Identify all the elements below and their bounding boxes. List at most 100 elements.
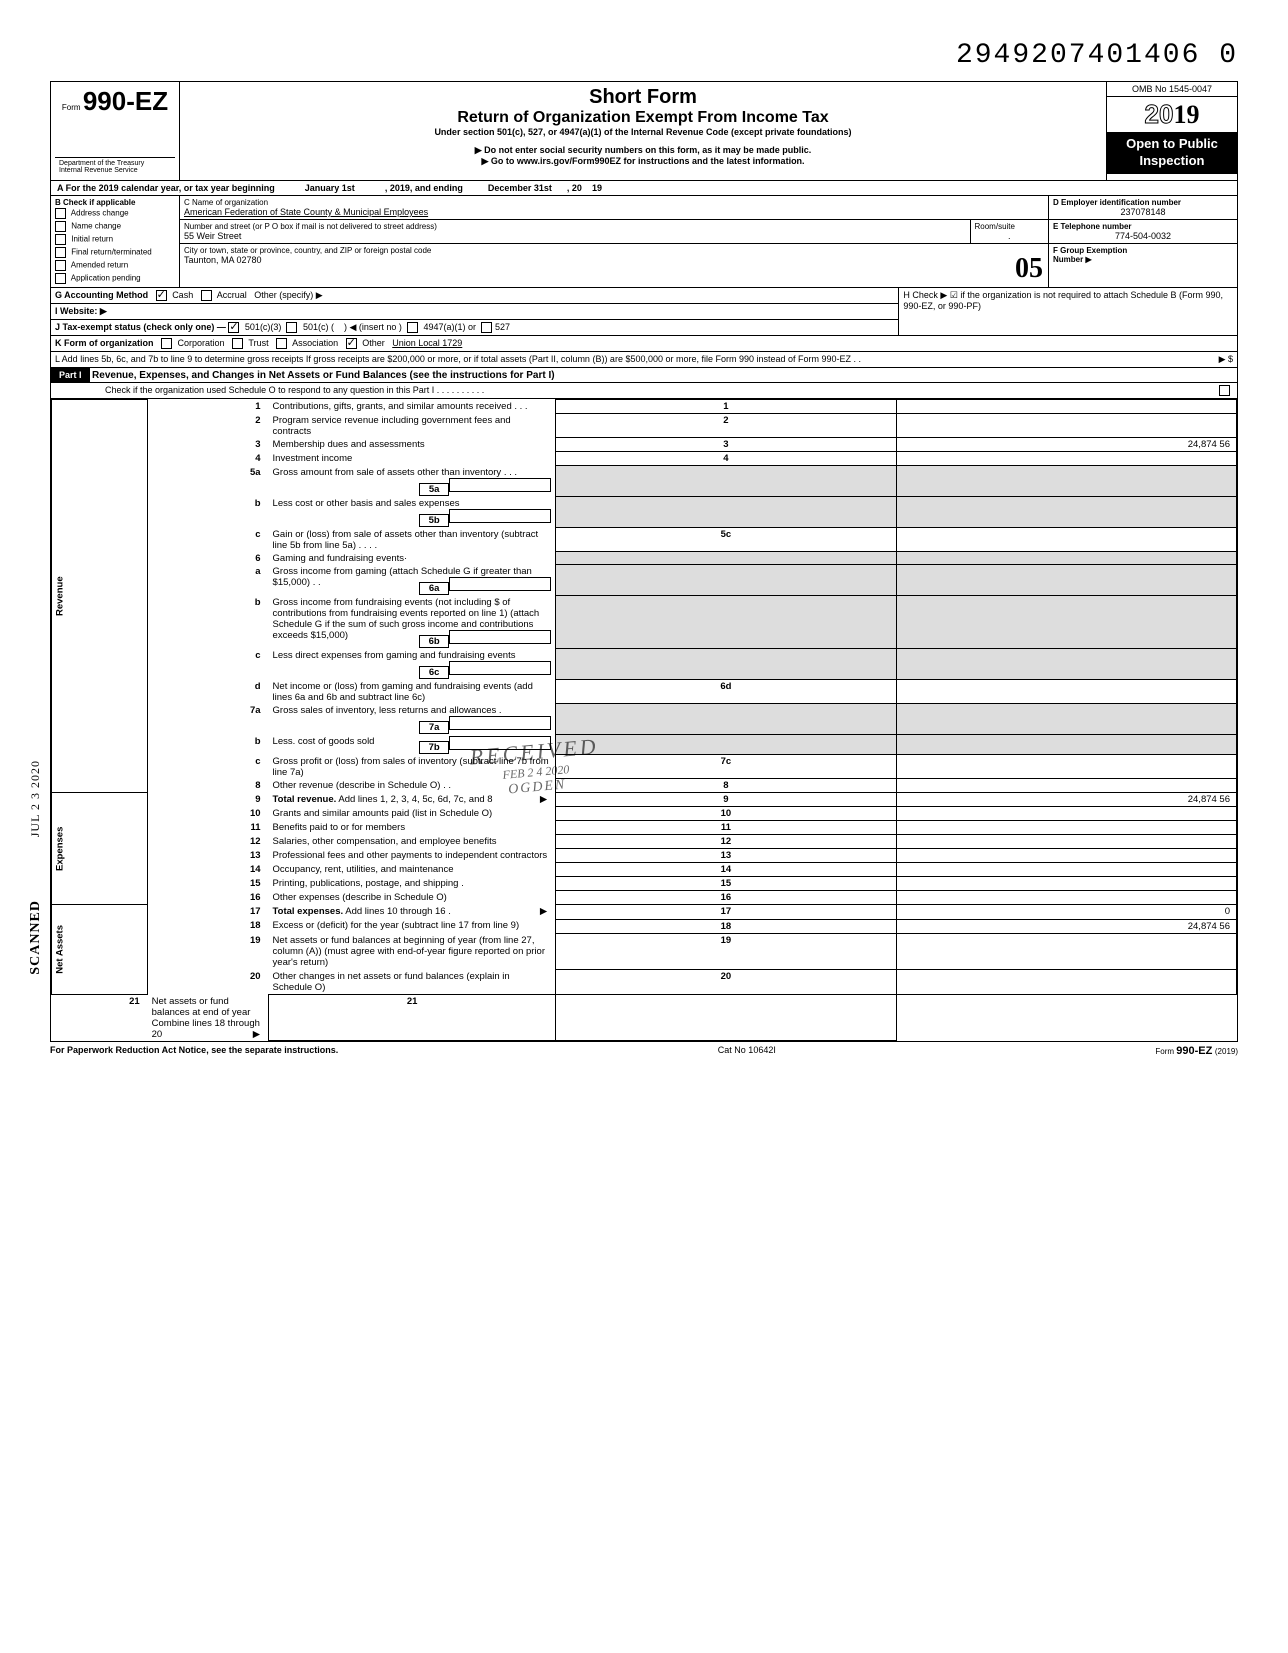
side-label: Revenue [52,400,148,793]
sub-line-box: 7b [419,741,449,754]
line-number: 2 [148,414,269,438]
trust-checkbox[interactable] [232,338,243,349]
line-text: Excess or (deficit) for the year (subtra… [269,919,556,933]
cash-checkbox[interactable] [156,290,167,301]
line-amount [896,779,1236,793]
line-number: 5a [148,466,269,497]
line-amount [896,680,1236,704]
b-checkbox[interactable] [55,260,66,271]
line-amount [896,649,1236,680]
line-box: 21 [269,995,556,1041]
line-number: c [148,649,269,680]
line-box [556,565,896,596]
line-box [556,596,896,649]
line-number: 21 [52,995,148,1041]
line-number: 17 [148,905,269,919]
section-j: J Tax-exempt status (check only one) — 5… [51,320,899,336]
b-checkbox[interactable] [55,234,66,245]
line-number: c [148,528,269,552]
line-box: 6d [556,680,896,704]
line-number: b [148,596,269,649]
sub-line-box: 6b [419,635,449,648]
side-label: Net Assets [52,905,148,995]
line-amount [896,596,1236,649]
sub-line-box: 6a [419,582,449,595]
line-number: 14 [148,863,269,877]
line-amount [896,849,1236,863]
line-amount [896,807,1236,821]
sub-line-amount [449,661,551,675]
line-amount [896,863,1236,877]
line-text: Investment income [269,452,556,466]
line-number: 11 [148,821,269,835]
line-number: 13 [148,849,269,863]
city-label: City or town, state or province, country… [184,246,1044,255]
line-number: 15 [148,877,269,891]
sub-line-amount [449,509,551,523]
line-number: b [148,497,269,528]
b-checkbox[interactable] [55,221,66,232]
schedule-o-checkbox[interactable] [1219,385,1230,396]
line-amount: 24,874 56 [896,919,1236,933]
line-amount [896,755,1236,779]
line-amount [896,821,1236,835]
501c-checkbox[interactable] [286,322,297,333]
line-text: Professional fees and other payments to … [269,849,556,863]
part1-header: Part I Revenue, Expenses, and Changes in… [50,368,1238,399]
line-number: 6 [148,552,269,565]
received-stamp: RECEIVED FEB 2 4 2020 OGDEN [469,734,603,802]
line-number: 8 [148,779,269,793]
assoc-checkbox[interactable] [276,338,287,349]
line-box: 18 [556,919,896,933]
line-text: Benefits paid to or for members [269,821,556,835]
header-info-table: B Check if applicable Address change Nam… [50,196,1238,288]
notice2: ▶ Go to www.irs.gov/Form990EZ for instru… [188,156,1098,167]
scanned-stamp: SCANNED [28,900,44,975]
line-amount [896,565,1236,596]
line-box: 14 [556,863,896,877]
line-amount: 24,874 56 [896,793,1236,807]
addr-label: Number and street (or P O box if mail is… [184,222,966,231]
line-box: 20 [556,970,896,995]
corp-checkbox[interactable] [161,338,172,349]
phone: 774-504-0032 [1053,231,1233,241]
sub-line-box: 5b [419,514,449,527]
accrual-checkbox[interactable] [201,290,212,301]
line-text: Gross income from gaming (attach Schedul… [269,565,556,596]
b-checkbox[interactable] [55,273,66,284]
line-text: Gross sales of inventory, less returns a… [269,704,556,735]
section-f-label: F Group Exemption Number ▶ [1053,246,1233,264]
line-text: Total expenses. Add lines 10 through 16 … [269,905,556,919]
line-amount [896,704,1236,735]
line-number: 16 [148,891,269,905]
sub-line-box: 7a [419,721,449,734]
line-box: 1 [556,400,896,414]
room-label: Room/suite [975,222,1045,231]
section-k: K Form of organization Corporation Trust… [51,336,1238,352]
line-amount: 24,874 56 [896,438,1236,452]
line-box [556,704,896,735]
line-number: 4 [148,452,269,466]
line-box [556,649,896,680]
omb-number: OMB No 1545-0047 [1107,82,1237,97]
b-checkbox[interactable] [55,247,66,258]
line-amount [896,877,1236,891]
line-box [556,466,896,497]
line-number: 19 [148,934,269,970]
501c3-checkbox[interactable] [228,322,239,333]
ein: 237078148 [1053,207,1233,217]
line-text: Less cost or other basis and sales expen… [269,497,556,528]
street-address: 55 Weir Street [184,231,966,241]
line-text: Gross income from fundraising events (no… [269,596,556,649]
line-box [556,735,896,755]
line-text: Membership dues and assessments [269,438,556,452]
line-number: 3 [148,438,269,452]
b-checkbox[interactable] [55,208,66,219]
line-amount [896,528,1236,552]
527-checkbox[interactable] [481,322,492,333]
line-text: Occupancy, rent, utilities, and maintena… [269,863,556,877]
line-text: Gain or (loss) from sale of assets other… [269,528,556,552]
line-amount [896,414,1236,438]
other-org-checkbox[interactable] [346,338,357,349]
4947-checkbox[interactable] [407,322,418,333]
